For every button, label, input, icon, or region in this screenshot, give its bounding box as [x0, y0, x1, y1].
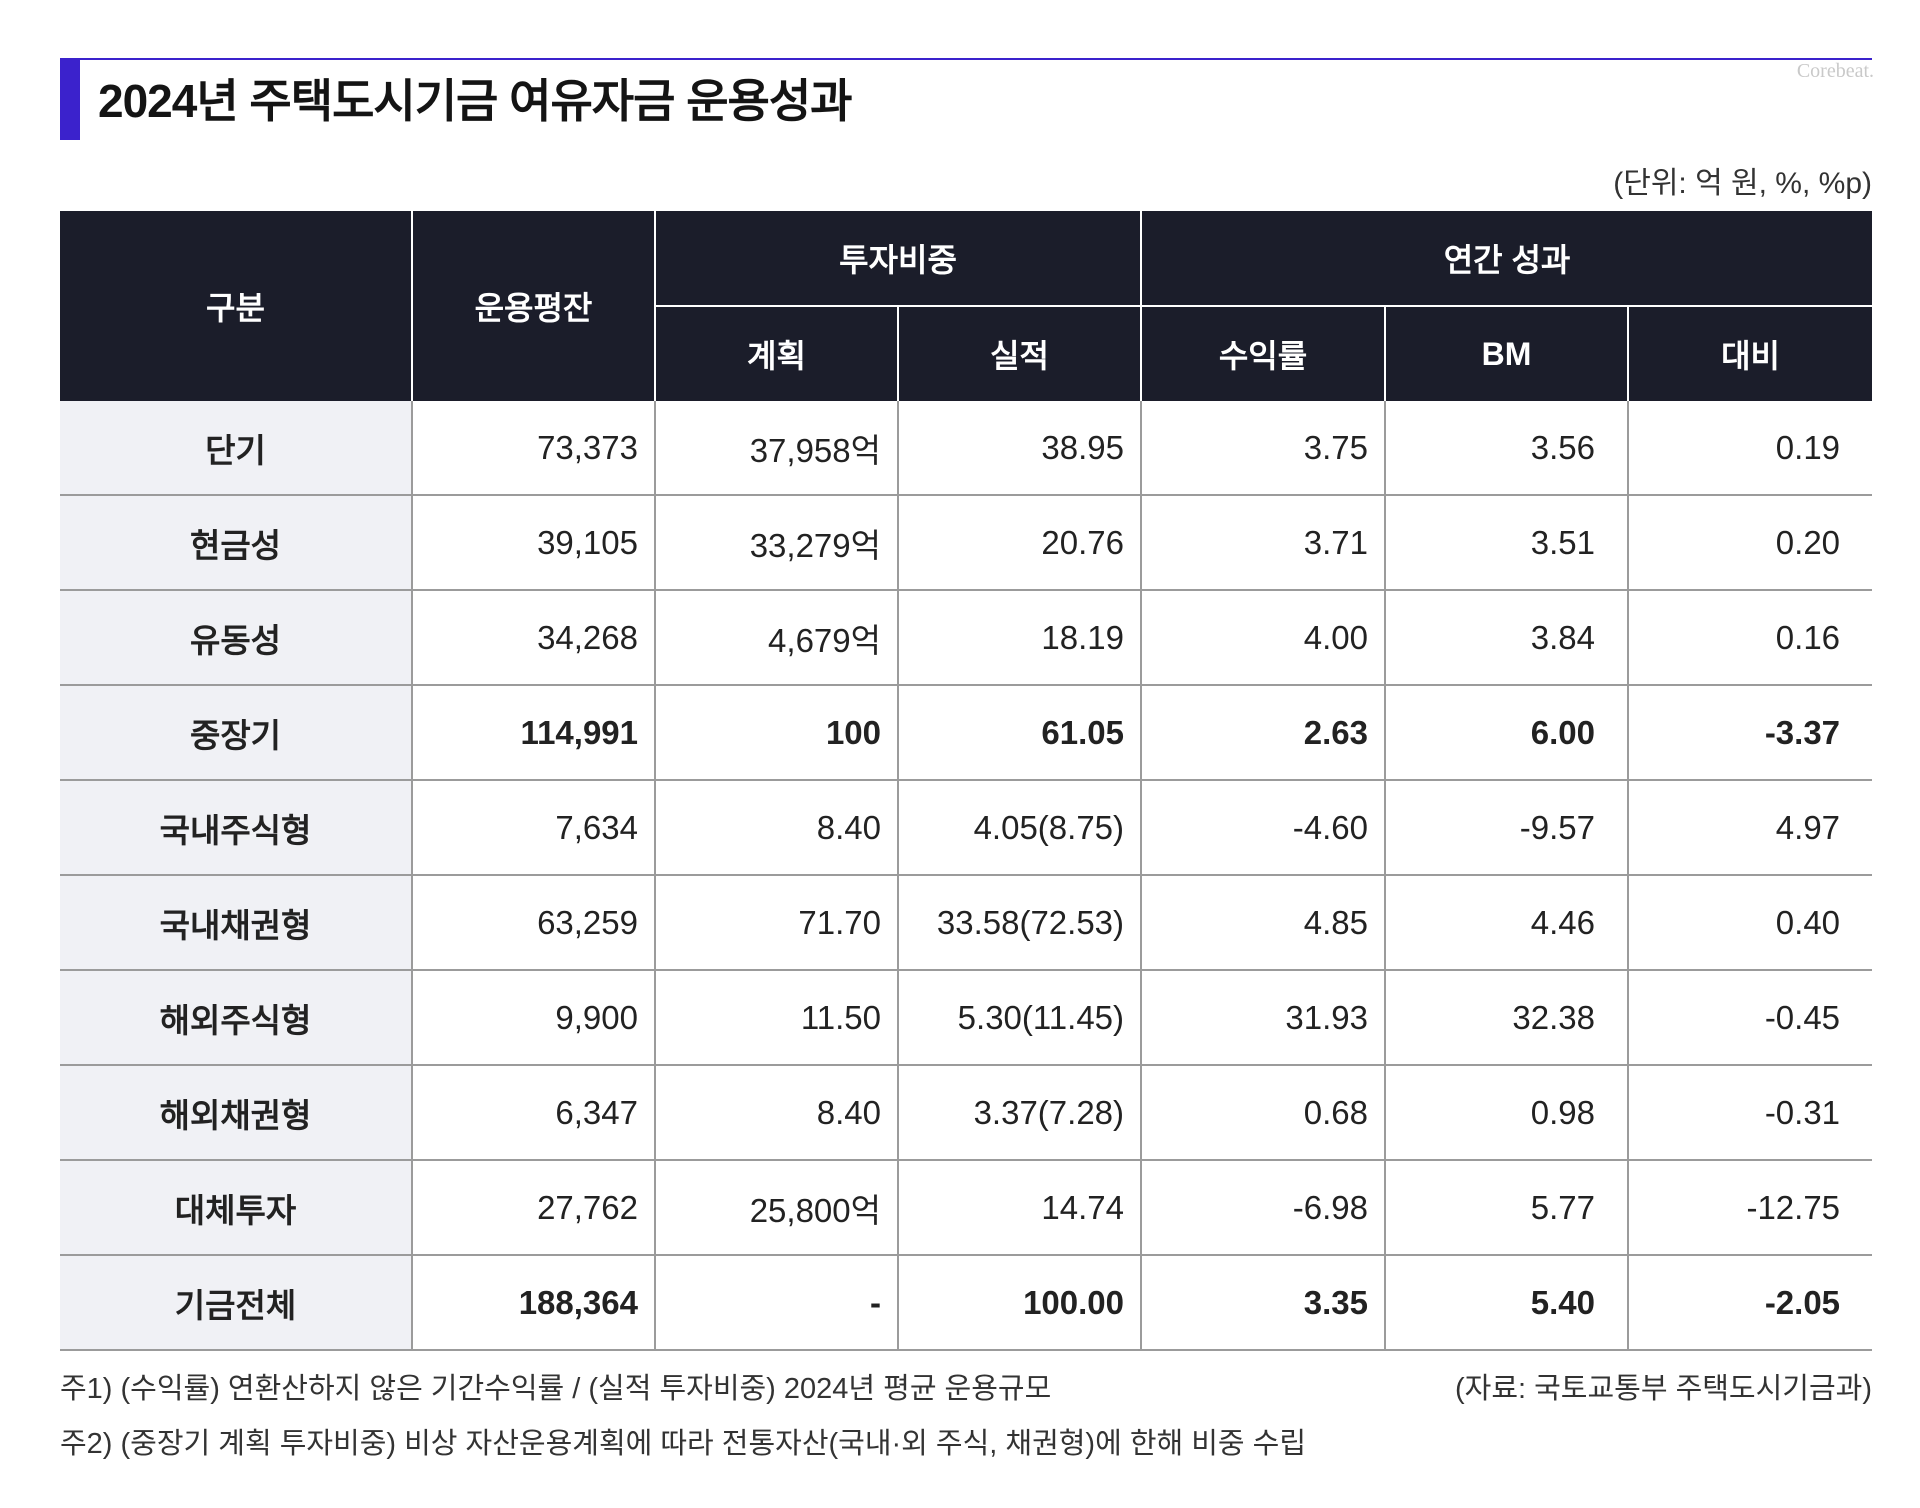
cell-return: 4.85	[1140, 875, 1386, 971]
cell-diff: 4.97	[1627, 780, 1873, 876]
cell-plan: 37,958억	[654, 401, 898, 496]
table-row: 중장기 114,991 100 61.05 2.63 6.00 -3.37	[60, 685, 1873, 781]
top-rule	[60, 58, 1872, 60]
cell-bm: 6.00	[1384, 685, 1629, 781]
cell-actual: 3.37(7.28)	[896, 1065, 1142, 1161]
row-label: 해외주식형	[60, 970, 412, 1066]
cell-return: -4.60	[1140, 780, 1386, 876]
row-label: 해외채권형	[60, 1065, 412, 1161]
cell-avg-balance: 63,259	[411, 875, 655, 971]
cell-diff: -2.05	[1627, 1255, 1873, 1351]
cell-bm: 0.98	[1384, 1065, 1629, 1161]
cell-plan: 4,679억	[654, 590, 898, 686]
cell-diff: -12.75	[1627, 1160, 1873, 1256]
row-label: 유동성	[60, 590, 412, 686]
cell-bm: 3.56	[1384, 401, 1629, 496]
row-label: 현금성	[60, 495, 412, 591]
table-row: 국내주식형 7,634 8.40 4.05(8.75) -4.60 -9.57 4.97	[60, 780, 1873, 876]
table-row: 단기 73,373 37,958억 38.95 3.75 3.56 0.19	[60, 401, 1873, 496]
title-accent-bar	[60, 58, 80, 140]
cell-avg-balance: 39,105	[411, 495, 655, 591]
cell-actual: 33.58(72.53)	[896, 875, 1142, 971]
cell-avg-balance: 114,991	[411, 685, 655, 781]
cell-return: 3.35	[1140, 1255, 1386, 1351]
header-annual-performance: 연간 성과	[1140, 211, 1873, 306]
header-actual: 실적	[896, 305, 1142, 401]
cell-plan: 8.40	[654, 1065, 898, 1161]
header-avg-balance: 운용평잔	[411, 211, 655, 401]
row-label: 국내주식형	[60, 780, 412, 876]
cell-avg-balance: 7,634	[411, 780, 655, 876]
row-label: 중장기	[60, 685, 412, 781]
cell-actual: 100.00	[896, 1255, 1142, 1351]
cell-avg-balance: 9,900	[411, 970, 655, 1066]
cell-plan: 100	[654, 685, 898, 781]
performance-table: 구분 운용평잔 투자비중 연간 성과 계획 실적 수익률 BM 대비 단기 73,…	[60, 211, 1873, 1351]
table-row: 기금전체 188,364-100.00 3.35 5.40 -2.05	[60, 1255, 1873, 1351]
header-plan: 계획	[654, 305, 898, 401]
header-investment-weight: 투자비중	[653, 211, 1142, 306]
cell-return: 3.71	[1140, 495, 1386, 591]
table-row: 유동성 34,268 4,679억 18.19 4.00 3.84 0.16	[60, 590, 1873, 686]
cell-diff: 0.20	[1627, 495, 1873, 591]
cell-bm: 5.40	[1384, 1255, 1629, 1351]
cell-return: 2.63	[1140, 685, 1386, 781]
table-row: 현금성 39,105 33,279억 20.76 3.71 3.51 0.20	[60, 495, 1873, 591]
cell-bm: 3.51	[1384, 495, 1629, 591]
footnote-1: 주1) (수익률) 연환산하지 않은 기간수익률 / (실적 투자비중) 202…	[60, 1373, 1052, 1405]
cell-bm: 32.38	[1384, 970, 1629, 1066]
cell-actual: 61.05	[896, 685, 1142, 781]
cell-bm: 5.77	[1384, 1160, 1629, 1256]
cell-avg-balance: 34,268	[411, 590, 655, 686]
cell-diff: 0.40	[1627, 875, 1873, 971]
footnote-2: 주2) (중장기 계획 투자비중) 비상 자산운용계획에 따라 전통자산(국내·…	[60, 1428, 1307, 1460]
row-label: 대체투자	[60, 1160, 412, 1256]
cell-bm: 3.84	[1384, 590, 1629, 686]
cell-actual: 5.30(11.45)	[896, 970, 1142, 1066]
cell-return: 0.68	[1140, 1065, 1386, 1161]
cell-diff: -0.45	[1627, 970, 1873, 1066]
table-body: 단기 73,373 37,958억 38.95 3.75 3.56 0.19 현금성 39,10…	[60, 401, 1873, 1351]
table-row: 대체투자 27,762 25,800억 14.74 -6.98 5.77 -12.75	[60, 1160, 1873, 1256]
cell-return: 3.75	[1140, 401, 1386, 496]
header-vs: 대비	[1627, 305, 1873, 401]
cell-actual: 20.76	[896, 495, 1142, 591]
cell-diff: 0.19	[1627, 401, 1873, 496]
cell-return: 4.00	[1140, 590, 1386, 686]
cell-plan: 8.40	[654, 780, 898, 876]
cell-return: 31.93	[1140, 970, 1386, 1066]
page-title: 2024년 주택도시기금 여유자금 운용성과	[98, 75, 852, 127]
cell-actual: 38.95	[896, 401, 1142, 496]
cell-diff: 0.16	[1627, 590, 1873, 686]
cell-bm: -9.57	[1384, 780, 1629, 876]
row-label: 단기	[60, 401, 412, 496]
cell-actual: 14.74	[896, 1160, 1142, 1256]
cell-plan: -	[654, 1255, 898, 1351]
table-row: 해외채권형 6,347 8.40 3.37(7.28) 0.68 0.98 -0.31	[60, 1065, 1873, 1161]
cell-bm: 4.46	[1384, 875, 1629, 971]
cell-return: -6.98	[1140, 1160, 1386, 1256]
header-bm: BM	[1384, 305, 1629, 401]
cell-plan: 71.70	[654, 875, 898, 971]
source-note: (자료: 국토교통부 주택도시기금과)	[1454, 1373, 1872, 1405]
row-label: 기금전체	[60, 1255, 412, 1351]
watermark-logo: Corebeat.	[1796, 60, 1874, 82]
cell-avg-balance: 73,373	[411, 401, 655, 496]
cell-diff: -3.37	[1627, 685, 1873, 781]
cell-avg-balance: 27,762	[411, 1160, 655, 1256]
header-category: 구분	[60, 211, 412, 401]
cell-plan: 33,279억	[654, 495, 898, 591]
row-label: 국내채권형	[60, 875, 412, 971]
cell-avg-balance: 188,364	[411, 1255, 655, 1351]
unit-label: (단위: 억 원, %, %p)	[1613, 167, 1872, 200]
table-row: 국내채권형 63,259 71.70 33.58(72.53) 4.85 4.46 0.40	[60, 875, 1873, 971]
table-row: 해외주식형 9,900 11.50 5.30(11.45) 31.93 32.38 -0.4…	[60, 970, 1873, 1066]
cell-actual: 18.19	[896, 590, 1142, 686]
cell-plan: 11.50	[654, 970, 898, 1066]
cell-actual: 4.05(8.75)	[896, 780, 1142, 876]
cell-diff: -0.31	[1627, 1065, 1873, 1161]
cell-avg-balance: 6,347	[411, 1065, 655, 1161]
cell-plan: 25,800억	[654, 1160, 898, 1256]
header-return: 수익률	[1140, 305, 1386, 401]
